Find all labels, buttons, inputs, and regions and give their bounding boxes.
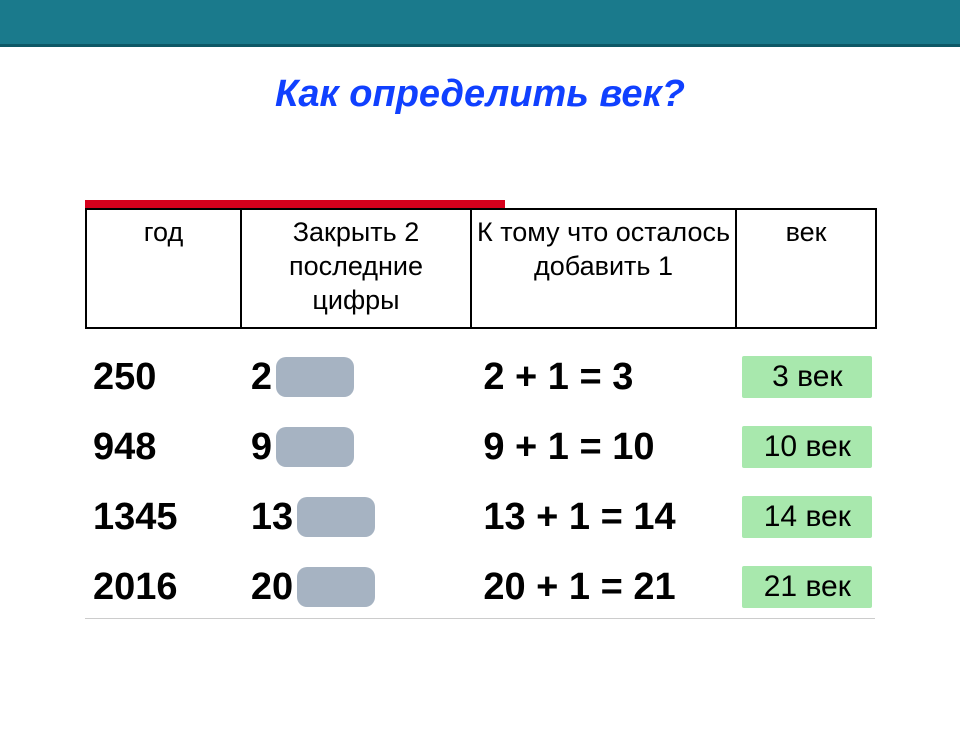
cell-year: 2016 [85, 566, 243, 609]
table-header: год Закрыть 2 последние цифры К тому что… [85, 208, 877, 329]
cell-mask: 9 [243, 426, 473, 469]
cell-century: 10 век [740, 426, 875, 468]
col-mask: Закрыть 2 последние цифры [241, 209, 471, 328]
mask-block [276, 427, 354, 467]
mask-prefix: 13 [251, 496, 293, 539]
mask-prefix: 2 [251, 356, 272, 399]
cell-mask: 2 [243, 356, 473, 399]
bottom-rule [85, 618, 875, 619]
col-add1: К тому что осталось добавить 1 [471, 209, 736, 328]
table-row: 948 9 9 + 1 = 10 10 век [85, 417, 875, 477]
century-badge: 21 век [742, 566, 872, 608]
table-row: 2016 20 20 + 1 = 21 21 век [85, 557, 875, 617]
cell-year: 948 [85, 426, 243, 469]
slide: Как определить век? год Закрыть 2 послед… [0, 47, 960, 720]
century-badge: 3 век [742, 356, 872, 398]
col-century: век [736, 209, 876, 328]
red-rule [85, 200, 505, 208]
window-titlebar [0, 0, 960, 47]
col-year: год [86, 209, 241, 328]
cell-century: 3 век [740, 356, 875, 398]
cell-century: 21 век [740, 566, 875, 608]
cell-calc: 13 + 1 = 14 [473, 496, 739, 539]
cell-calc: 9 + 1 = 10 [473, 426, 739, 469]
mask-block [297, 567, 375, 607]
mask-prefix: 9 [251, 426, 272, 469]
mask-block [297, 497, 375, 537]
cell-calc: 20 + 1 = 21 [473, 566, 739, 609]
mask-prefix: 20 [251, 566, 293, 609]
cell-year: 250 [85, 356, 243, 399]
century-badge: 10 век [742, 426, 872, 468]
century-table: год Закрыть 2 последние цифры К тому что… [85, 208, 875, 627]
cell-mask: 13 [243, 496, 473, 539]
century-badge: 14 век [742, 496, 872, 538]
table-row: 1345 13 13 + 1 = 14 14 век [85, 487, 875, 547]
cell-year: 1345 [85, 496, 243, 539]
cell-calc: 2 + 1 = 3 [473, 356, 739, 399]
table-body: 250 2 2 + 1 = 3 3 век 948 9 [85, 347, 875, 617]
cell-century: 14 век [740, 496, 875, 538]
mask-block [276, 357, 354, 397]
table-row: 250 2 2 + 1 = 3 3 век [85, 347, 875, 407]
cell-mask: 20 [243, 566, 473, 609]
slide-title: Как определить век? [0, 73, 960, 116]
